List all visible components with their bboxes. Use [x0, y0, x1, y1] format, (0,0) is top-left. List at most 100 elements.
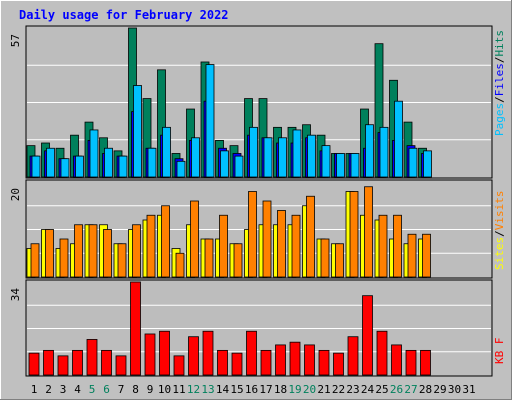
day-label: 4 [74, 383, 81, 396]
day-label: 7 [118, 383, 125, 396]
bar-visits [59, 238, 69, 278]
day-label: 13 [201, 383, 214, 396]
bar-visits [219, 214, 228, 278]
legend-separator: / [493, 57, 506, 64]
bar-kbytes [144, 333, 156, 376]
bar-kbytes [57, 355, 69, 376]
bar-visits [45, 229, 54, 278]
bar-pages [89, 129, 99, 178]
bar-kbytes [43, 349, 54, 376]
day-label: 28 [419, 383, 432, 396]
bar-visits [30, 243, 40, 278]
bar-kbytes [159, 330, 170, 376]
day-label: 23 [346, 383, 359, 396]
top-panel-max-label: 57 [9, 34, 22, 47]
bar-pages [292, 129, 302, 178]
day-label: 11 [172, 383, 185, 396]
legend-kbytes: KB F [493, 338, 506, 365]
legend-separator: / [493, 96, 506, 103]
bar-kbytes [420, 349, 431, 376]
bar-visits [378, 214, 388, 278]
bar-pages [118, 155, 128, 178]
bar-visits [320, 238, 330, 278]
bar-pages [104, 147, 113, 178]
bar-visits [291, 214, 301, 278]
bar-kbytes [231, 352, 243, 376]
bar-pages [423, 150, 432, 178]
bar-visits [364, 186, 373, 278]
day-labels: 1 2 3 4 5 6 7 8 9 10 11 12 13 14 15 16 17 18 19 20 21 22 23 24 2… [31, 383, 476, 396]
day-label: 18 [274, 383, 287, 396]
bar-kbytes [202, 330, 214, 376]
bar-visits [103, 229, 112, 278]
day-label: 3 [60, 383, 67, 396]
bar-kbytes [86, 339, 98, 376]
legend-sites: Sites [493, 237, 506, 270]
day-label: 24 [361, 383, 375, 396]
day-label: 15 [230, 383, 243, 396]
bar-pages [307, 134, 316, 178]
bar-kbytes [376, 330, 388, 376]
legend-hits: Hits [493, 30, 506, 57]
day-label: 16 [245, 383, 258, 396]
bar-visits [175, 252, 185, 278]
middle-panel-max-label: 20 [9, 188, 22, 201]
bar-visits [74, 224, 83, 278]
bar-kbytes [217, 349, 228, 376]
bar-kbytes [333, 352, 344, 376]
bar-pages [379, 126, 389, 178]
bar-pages [31, 155, 41, 178]
day-label: 27 [404, 383, 417, 396]
bottom-panel-max-label: 34 [9, 288, 22, 302]
day-label: 6 [103, 383, 110, 396]
bar-kbytes [28, 352, 40, 376]
day-label: 26 [390, 383, 403, 396]
bar-kbytes [260, 349, 272, 376]
bar-visits [349, 191, 359, 278]
bar-pages [147, 147, 157, 178]
day-label: 10 [158, 383, 171, 396]
bar-visits [335, 243, 344, 278]
day-label: 29 [433, 383, 446, 396]
bar-kbytes [391, 344, 402, 376]
bar-pages [336, 153, 345, 178]
bar-pages [350, 153, 360, 178]
bar-pages [278, 137, 287, 178]
bar-pages [220, 150, 229, 178]
bar-pages [133, 85, 142, 178]
bar-visits [204, 238, 214, 278]
day-label: 2 [45, 383, 52, 396]
bar-kbytes [318, 349, 330, 376]
day-label: 5 [89, 383, 96, 396]
bar-pages [75, 155, 84, 178]
bar-visits [190, 200, 199, 278]
bar-visits [117, 243, 127, 278]
bar-pages [365, 124, 374, 178]
bar-pages [234, 155, 244, 178]
bar-visits [88, 224, 98, 278]
bar-visits [248, 191, 257, 278]
bar-visits [422, 233, 431, 278]
bottom-panel-legend: KB F [493, 338, 506, 365]
day-label: 20 [303, 383, 316, 396]
bar-pages [249, 126, 258, 178]
bar-kbytes [304, 344, 315, 376]
bar-visits [262, 200, 272, 278]
day-label: 21 [317, 383, 330, 396]
bar-pages [162, 126, 171, 178]
bar-pages [394, 100, 403, 178]
bar-kbytes [101, 349, 112, 376]
legend-separator: / [493, 230, 506, 237]
bar-visits [277, 210, 286, 278]
bar-pages [191, 137, 200, 178]
bar-kbytes [72, 349, 83, 376]
bar-visits [306, 195, 315, 278]
legend-visits: Visits [493, 191, 506, 231]
day-label: 12 [187, 383, 200, 396]
day-label: 8 [132, 383, 139, 396]
bar-pages [408, 147, 418, 178]
bar-pages [46, 147, 55, 178]
chart-title: Daily usage for February 2022 [19, 8, 229, 22]
